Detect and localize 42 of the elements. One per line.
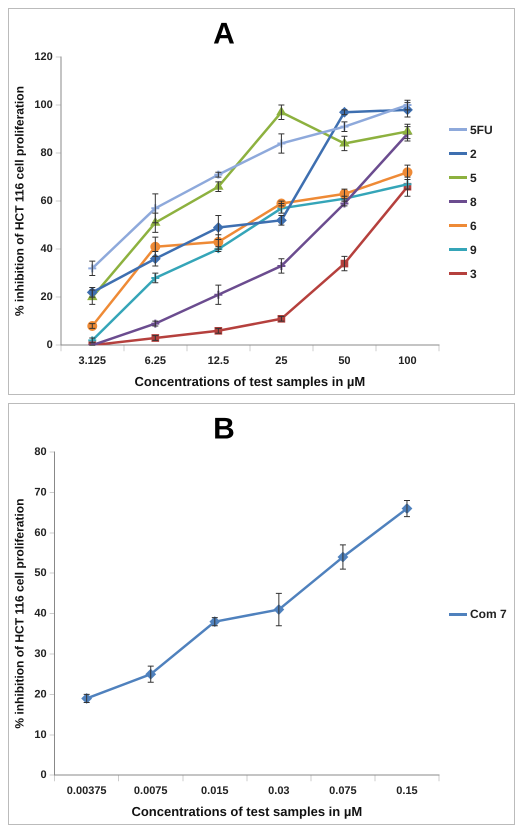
x-tick-label: 0.03 [268, 784, 290, 797]
x-axis-title: Concentrations of test samples in µM [134, 374, 366, 389]
x-tick-label: 0.0075 [134, 784, 168, 797]
y-tick-label: 20 [34, 688, 47, 700]
y-tick-label: 80 [34, 446, 47, 458]
y-tick-label: 50 [34, 567, 47, 580]
legend-label: 9 [470, 242, 477, 256]
y-tick-label: 70 [34, 486, 47, 498]
chart-title: A [213, 17, 235, 50]
y-tick-label: 40 [34, 608, 47, 620]
y-axis-title: % inhibition of HCT 116 cell proliferation [12, 86, 27, 316]
legend-label: 6 [470, 218, 477, 232]
y-axis-title: % inhibition of HCT 116 cell proliferation [12, 498, 27, 729]
x-tick-label: 25 [275, 354, 288, 367]
x-tick-label: 6.25 [144, 354, 166, 367]
x-tick-label: 0.075 [329, 784, 357, 797]
y-tick-label: 100 [34, 99, 53, 112]
y-tick-label: 20 [40, 291, 53, 304]
x-axis-title: Concentrations of test samples in µM [131, 804, 362, 819]
legend-label: 5 [470, 170, 477, 184]
legend-label: 2 [470, 146, 477, 160]
y-tick-label: 60 [34, 526, 47, 539]
legend-label: 5FU [470, 122, 493, 136]
y-tick-label: 60 [40, 195, 53, 208]
x-tick-label: 0.15 [396, 784, 418, 797]
chart-title: B [213, 412, 235, 446]
legend-label: 8 [470, 194, 477, 208]
y-tick-label: 30 [34, 648, 47, 660]
x-tick-label: 12.5 [208, 354, 230, 367]
legend-label: Com 7 [470, 607, 507, 621]
y-tick-label: 80 [40, 147, 53, 160]
y-tick-label: 0 [46, 339, 53, 352]
y-tick-label: 120 [34, 51, 53, 64]
x-tick-label: 3.125 [78, 354, 106, 367]
y-tick-label: 40 [40, 243, 53, 256]
x-tick-label: 0.00375 [66, 784, 107, 797]
y-tick-label: 0 [40, 769, 47, 782]
legend-label: 3 [470, 266, 477, 280]
x-tick-label: 100 [398, 354, 417, 367]
x-tick-label: 0.015 [201, 784, 229, 797]
x-tick-label: 50 [338, 354, 351, 367]
y-tick-label: 10 [34, 728, 47, 741]
